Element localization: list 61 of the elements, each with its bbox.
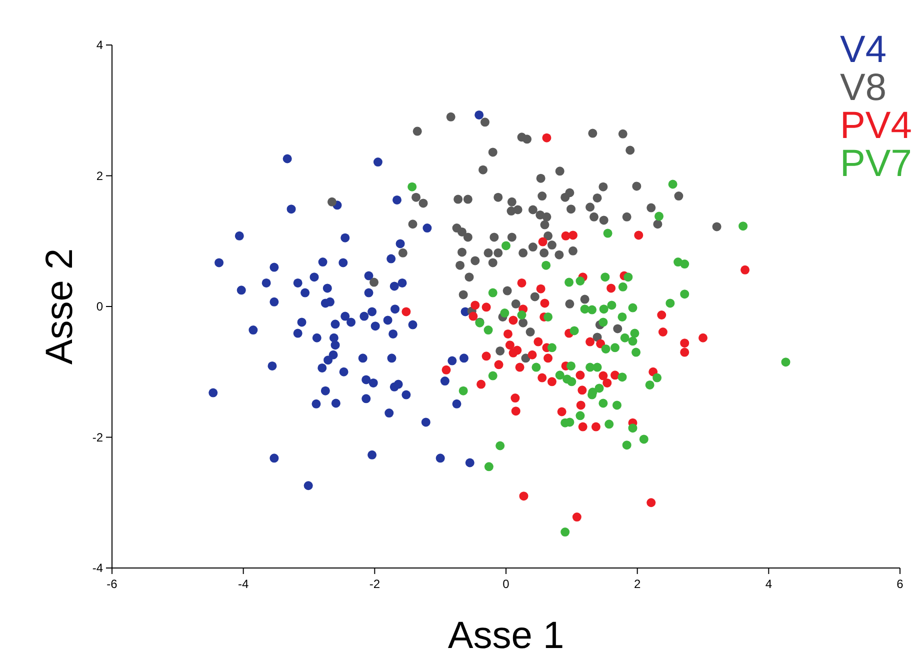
point [503,329,512,338]
point [528,350,537,360]
point [482,352,491,361]
point [540,298,550,308]
point [578,386,587,395]
point [557,407,566,416]
point [515,362,524,372]
y-axis-title: Asse 2 [39,248,81,365]
point [534,337,543,346]
point [470,300,480,310]
point [606,284,616,293]
point [542,133,552,142]
point [505,340,514,350]
x-tick-label: 6 [896,577,904,591]
y-tick-label: 4 [96,38,104,52]
x-tick-label: -6 [106,577,118,591]
point [482,302,491,312]
point [657,310,666,320]
y-tick-label: -2 [92,430,104,444]
point [578,422,588,432]
x-tick-label: 4 [765,577,772,591]
x-tick-label: -4 [238,577,249,591]
point [602,378,612,388]
point [402,307,411,316]
point [511,406,520,416]
point [680,338,690,348]
x-axis-title: Asse 1 [448,615,564,657]
point [634,230,644,240]
y-tick-label: 0 [96,300,104,314]
point [646,498,656,508]
point [586,337,595,346]
point [508,316,518,325]
point [740,265,750,274]
point [680,348,690,357]
point [591,422,600,432]
x-tick-label: -2 [369,577,380,591]
point [572,512,582,522]
point [476,380,486,389]
x-tick-label: 2 [634,577,641,591]
point [519,492,528,501]
point [538,237,548,246]
point [610,370,620,380]
point [698,333,708,342]
point [544,354,553,363]
x-tick-label: 0 [502,577,510,591]
point [442,365,451,374]
point [658,327,668,336]
point [576,400,586,410]
point [510,394,520,403]
point [568,230,578,240]
y-tick-label: -4 [92,561,104,575]
point [538,373,547,382]
point [576,370,585,380]
point [494,360,504,370]
point [468,312,478,321]
y-tick-label: 2 [96,168,104,183]
point [536,284,546,294]
point [517,278,526,288]
point [598,371,608,380]
point [508,348,518,358]
point [547,377,556,386]
